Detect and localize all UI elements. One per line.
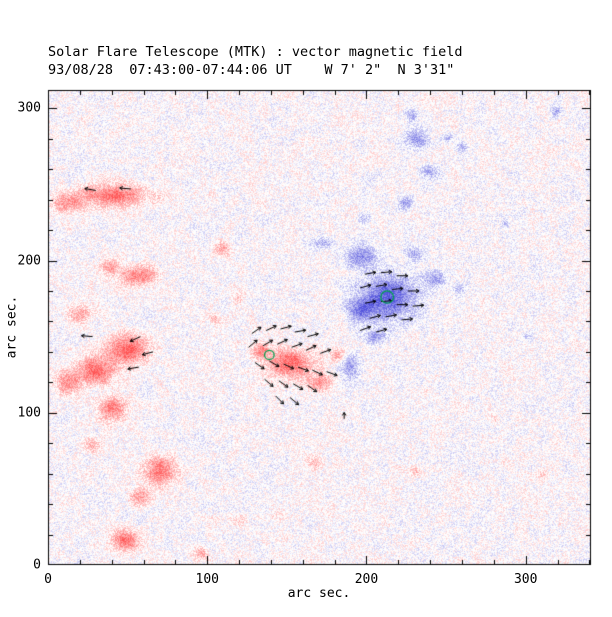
x-tick-label: 200 bbox=[354, 572, 379, 587]
x-tick-label: 100 bbox=[195, 572, 219, 587]
plot-title: Solar Flare Telescope (MTK) : vector mag… bbox=[48, 44, 463, 60]
x-tick-label: 0 bbox=[44, 572, 52, 587]
y-tick-label: 0 bbox=[33, 557, 41, 573]
x-tick-label: 300 bbox=[513, 572, 538, 587]
y-tick-label: 100 bbox=[17, 405, 41, 421]
x-axis-label: arc sec. bbox=[287, 586, 351, 601]
y-tick-label: 300 bbox=[17, 100, 41, 116]
plot-subtitle: 93/08/28 07:43:00-07:44:06 UT W 7' 2" N … bbox=[48, 62, 455, 78]
y-axis-label: arc sec. bbox=[4, 295, 20, 359]
y-tick-label: 200 bbox=[17, 253, 41, 268]
